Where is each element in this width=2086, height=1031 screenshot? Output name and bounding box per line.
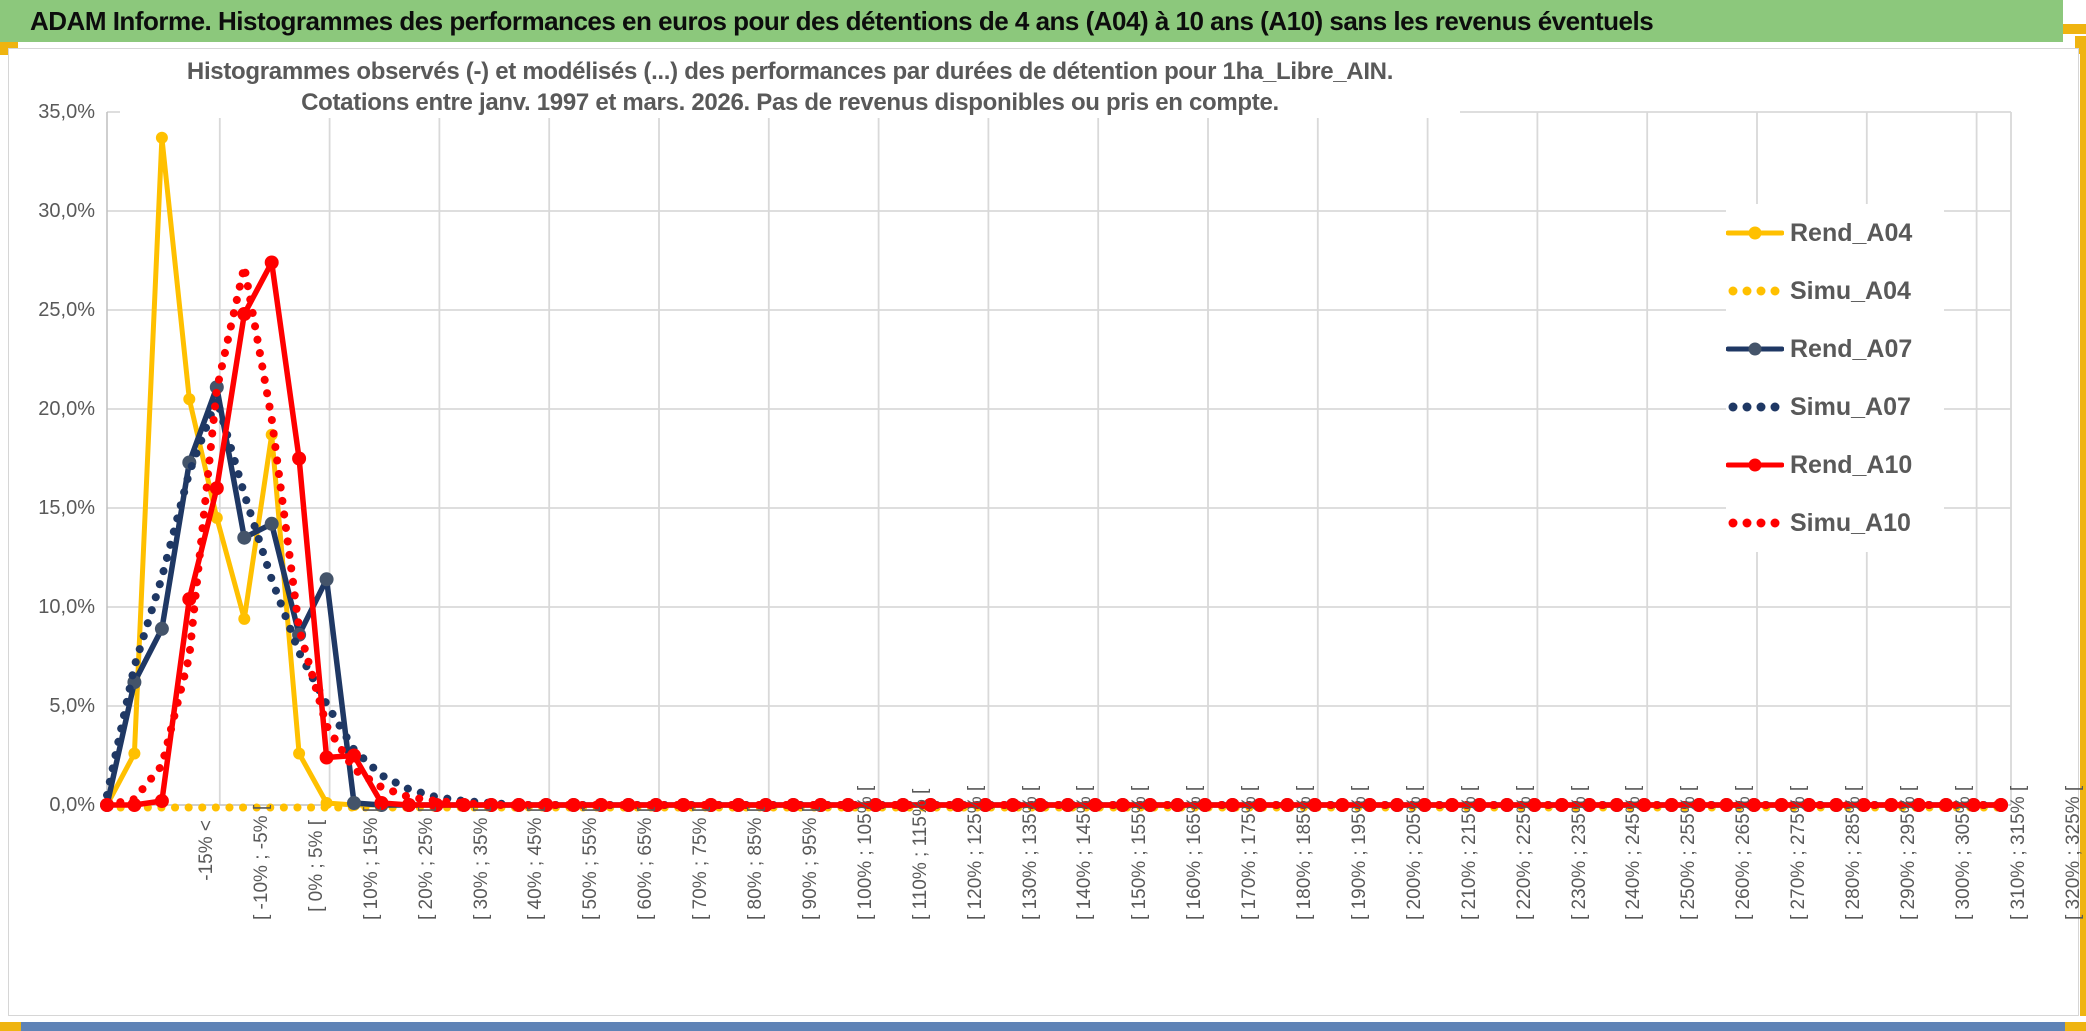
y-tick-label: 25,0% [38,299,95,321]
series-Simu_A10 [103,265,2005,809]
legend-key-dotted [1728,286,1780,296]
x-tick-label: [ 110% ; 115% [ [909,788,931,920]
report-title: ADAM Informe. Histogrammes des performan… [30,5,1654,36]
x-tick-label: [ -10% ; -5% [ [250,804,272,920]
chart-title-line2: Cotations entre janv. 1997 et mars. 2026… [301,89,1279,116]
x-tick-label: [ 200% ; 205% [ [1403,785,1425,920]
legend-entry-Rend_A07: Rend_A07 [1726,320,1944,378]
x-tick-label: [ 220% ; 225% [ [1513,785,1535,920]
x-tick-label: [ 30% ; 35% [ [470,806,492,920]
chart-title-line1: Histogrammes observés (-) et modélisés (… [186,58,1394,85]
y-tick-label: 20,0% [38,398,95,420]
x-tick-label: [ 210% ; 215% [ [1458,785,1480,920]
bottom-blue-bar [21,1022,2065,1031]
x-tick-label: [ 270% ; 275% [ [1788,785,1810,920]
legend-label: Rend_A07 [1790,334,1913,363]
report-banner: ADAM Informe. Histogrammes des performan… [0,0,2063,42]
x-tick-label: [ 130% ; 135% [ [1019,785,1041,920]
y-tick-label: 15,0% [38,497,95,519]
x-tick-label: [ 20% ; 25% [ [415,806,437,920]
y-tick-label: 35,0% [38,101,95,123]
series-Rend_A07 [100,380,2008,812]
x-tick-label: [ 190% ; 195% [ [1348,785,1370,920]
x-tick-label: [ 60% ; 65% [ [635,806,657,920]
x-tick-label: [ 120% ; 125% [ [964,785,986,920]
legend-key-solid [1726,226,1784,240]
gold-accent-top-right-2 [2075,36,2086,54]
x-tick-label: [ 320% ; 325% [ [2062,785,2084,920]
gridlines [107,111,2012,805]
legend-label: Rend_A04 [1790,218,1913,247]
legend-entry-Rend_A04: Rend_A04 [1726,204,1944,262]
legend-key-solid [1726,342,1784,356]
legend-key-solid [1726,458,1784,472]
legend-entry-Rend_A10: Rend_A10 [1726,436,1944,494]
legend-label: Simu_A04 [1790,276,1911,305]
x-tick-label: [ 170% ; 175% [ [1239,785,1261,920]
x-tick-label: [ 70% ; 75% [ [690,806,712,920]
gold-accent-right-strip [2080,54,2086,1016]
x-tick-label: [ 310% ; 315% [ [2007,785,2029,920]
x-tick-label: [ 230% ; 235% [ [1568,785,1590,920]
legend-key-dotted [1728,402,1780,412]
legend-label: Simu_A10 [1790,508,1911,537]
x-tick-label: [ 80% ; 85% [ [745,806,766,920]
x-tick-label: [ 0% ; 5% [ [305,820,327,912]
legend-entry-Simu_A07: Simu_A07 [1726,378,1944,436]
y-tick-label: 0,0% [49,794,95,816]
y-tick-label: 10,0% [38,596,95,618]
x-tick-label: [ 290% ; 295% [ [1897,785,1919,920]
x-tick-label: -15% < [196,820,217,881]
gold-accent-bottom-right [2065,1022,2086,1031]
series-Rend_A04 [101,131,2007,811]
gold-accent-top-right [2063,24,2086,34]
legend-entry-Simu_A10: Simu_A10 [1726,494,1944,552]
y-tick-label: 5,0% [49,695,95,717]
y-tick-label: 30,0% [38,200,95,222]
legend-label: Rend_A10 [1790,450,1913,479]
x-tick-label: [ 250% ; 255% [ [1678,785,1700,920]
legend-key-dotted [1728,518,1780,528]
x-tick-label: [ 260% ; 265% [ [1733,785,1755,920]
x-tick-label: [ 50% ; 55% [ [580,806,602,920]
x-tick-label: [ 300% ; 305% [ [1952,785,1974,920]
legend-label: Simu_A07 [1790,392,1911,421]
x-tick-label: [ 40% ; 45% [ [525,806,547,920]
x-tick-label: [ 180% ; 185% [ [1294,785,1315,920]
x-tick-label: [ 100% ; 105% [ [854,785,876,920]
x-tick-label: [ 150% ; 155% [ [1129,785,1151,920]
x-tick-label: [ 140% ; 145% [ [1074,785,1096,920]
x-tick-label: [ 280% ; 285% [ [1843,785,1864,920]
gold-accent-bottom-left [0,1022,21,1031]
series-Rend_A10 [100,255,2008,812]
legend-entry-Simu_A04: Simu_A04 [1726,262,1944,320]
legend: Rend_A04 Simu_A04 Rend_A07 Simu_A07 Rend_A10… [1726,204,1944,552]
x-tick-label: [ 10% ; 15% [ [360,806,382,920]
series-Simu_A07 [103,386,2005,809]
x-tick-label: [ 160% ; 165% [ [1184,785,1206,920]
x-tick-label: [ 90% ; 95% [ [799,806,821,920]
x-tick-label: [ 240% ; 245% [ [1623,785,1645,920]
chart-title: Histogrammes observés (-) et modélisés (… [120,56,1460,118]
